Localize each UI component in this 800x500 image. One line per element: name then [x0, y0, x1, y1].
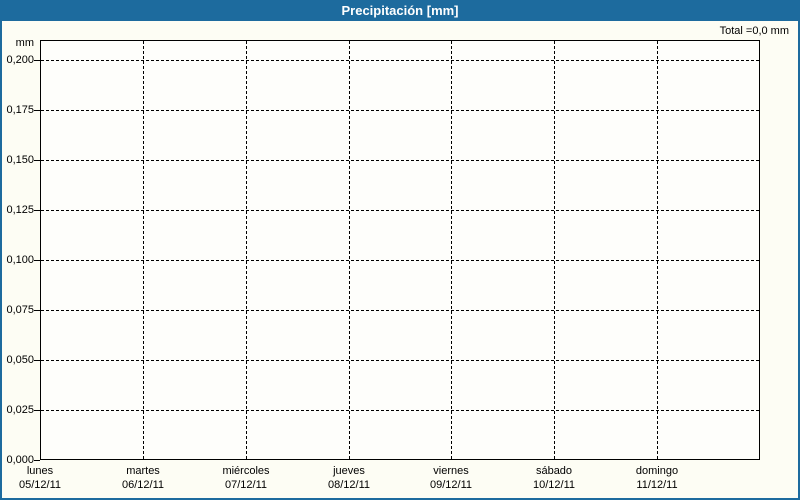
y-tick-mark: [34, 360, 40, 361]
vertical-gridline: [451, 41, 452, 459]
x-tick-label: miércoles 07/12/11: [194, 464, 298, 492]
x-tick-date: 05/12/11: [18, 479, 61, 491]
y-tick-label: 0,150: [6, 154, 34, 166]
x-tick-date: 07/12/11: [224, 479, 267, 491]
y-tick-label: 0,175: [6, 104, 34, 116]
horizontal-gridline: [41, 310, 759, 311]
x-tick-day: lunes: [26, 465, 54, 477]
horizontal-gridline: [41, 210, 759, 211]
x-tick-label: martes 06/12/11: [91, 464, 195, 492]
y-axis-unit-label: mm: [15, 37, 34, 49]
x-tick-day: sábado: [535, 465, 573, 477]
horizontal-gridline: [41, 410, 759, 411]
horizontal-gridline: [41, 260, 759, 261]
y-tick-label: 0,125: [6, 204, 34, 216]
x-tick-day: miércoles: [222, 465, 270, 477]
x-tick-label: domingo 11/12/11: [605, 464, 709, 492]
x-tick-day: viernes: [433, 465, 469, 477]
vertical-gridline: [349, 41, 350, 459]
x-tick-day: martes: [126, 465, 160, 477]
y-tick-mark: [34, 460, 40, 461]
x-tick-label: lunes 05/12/11: [0, 464, 92, 492]
x-tick-date: 06/12/11: [121, 479, 164, 491]
horizontal-gridline: [41, 360, 759, 361]
x-tick-label: sábado 10/12/11: [502, 464, 606, 492]
y-tick-label: 0,000: [6, 454, 34, 466]
y-tick-mark: [34, 60, 40, 61]
x-tick-date: 09/12/11: [429, 479, 472, 491]
y-tick-mark: [34, 160, 40, 161]
y-tick-label: 0,025: [6, 404, 34, 416]
x-tick-label: jueves 08/12/11: [297, 464, 401, 492]
y-tick-label: 0,100: [6, 254, 34, 266]
vertical-gridline: [657, 41, 658, 459]
y-tick-label: 0,050: [6, 354, 34, 366]
y-tick-mark: [34, 410, 40, 411]
x-tick-label: viernes 09/12/11: [399, 464, 503, 492]
plot-area: [40, 40, 760, 460]
y-tick-mark: [34, 210, 40, 211]
y-tick-mark: [34, 310, 40, 311]
x-tick-day: domingo: [635, 465, 679, 477]
vertical-gridline: [554, 41, 555, 459]
horizontal-gridline: [41, 110, 759, 111]
x-tick-day: jueves: [333, 465, 365, 477]
x-tick-date: 08/12/11: [327, 479, 370, 491]
y-tick-mark: [34, 110, 40, 111]
y-tick-label: 0,200: [6, 54, 34, 66]
y-tick-mark: [34, 260, 40, 261]
chart-title: Precipitación [mm]: [341, 3, 459, 18]
horizontal-gridline: [41, 160, 759, 161]
x-tick-date: 11/12/11: [636, 479, 678, 491]
x-tick-date: 10/12/11: [532, 479, 575, 491]
chart-title-bar: Precipitación [mm]: [0, 0, 800, 21]
horizontal-gridline: [41, 60, 759, 61]
total-annotation: Total =0,0 mm: [719, 25, 789, 37]
y-tick-label: 0,075: [6, 304, 34, 316]
vertical-gridline: [246, 41, 247, 459]
vertical-gridline: [143, 41, 144, 459]
